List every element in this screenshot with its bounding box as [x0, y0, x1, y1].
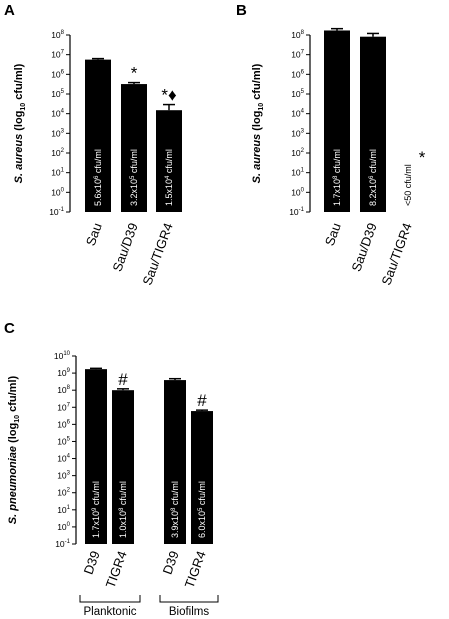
y-tick-label: 101 — [51, 168, 64, 178]
bar — [360, 36, 386, 213]
panel-b: B S. aureus (log10 cfu/ml) 10-1 100 101 102 10… — [236, 2, 426, 287]
y-tick-label: 105 — [57, 436, 70, 446]
group-label: Planktonic — [83, 606, 136, 618]
category-label: Sau/TIGR4 — [139, 221, 175, 287]
bar-value-label: 6.0x105 cfu/ml — [197, 481, 207, 538]
bar-value-label: 3.2x105 cfu/ml — [129, 149, 139, 206]
y-tick-label: 102 — [51, 148, 64, 158]
bar-value-label: 3.9x108 cfu/ml — [170, 481, 180, 538]
significance-marker: * — [131, 64, 138, 83]
bar — [121, 84, 147, 212]
bar-value-label: 1.0x108 cfu/ml — [118, 481, 128, 538]
y-tick-label: 102 — [291, 148, 304, 158]
y-tick-label: 103 — [291, 128, 304, 138]
y-tick-label: 103 — [51, 128, 64, 138]
y-tick-label: 105 — [51, 89, 64, 99]
y-tick-label: 108 — [51, 30, 64, 40]
bar-value-label: 5.6x106 cfu/ml — [93, 149, 103, 206]
panel-letter: A — [4, 2, 15, 19]
y-tick-label: 104 — [291, 109, 304, 119]
y-tick-label: 10-1 — [289, 207, 304, 217]
group-bracket — [159, 595, 219, 603]
significance-marker: # — [197, 391, 207, 410]
y-tick-label: 102 — [57, 488, 70, 498]
bar — [191, 411, 213, 544]
y-tick-label: 107 — [291, 50, 304, 60]
category-label: TIGR4 — [103, 549, 130, 590]
bar-value-label: <50 cfu/ml — [403, 164, 413, 206]
bar-value-label: 8.2x106 cfu/ml — [368, 149, 378, 206]
bar — [112, 390, 134, 544]
y-tick-label: 100 — [291, 187, 304, 197]
category-label: D39 — [160, 549, 182, 577]
y-tick-label: 10-1 — [55, 539, 70, 549]
y-tick-label: 10-1 — [49, 207, 64, 217]
category-label: TIGR4 — [182, 549, 209, 590]
y-tick-label: 100 — [57, 522, 70, 532]
panel-c: C S. pneumoniae (log10 cfu/ml) 10-1 100 101 1… — [4, 320, 219, 618]
category-label: Sau/TIGR4 — [378, 221, 414, 287]
y-axis-label: S. pneumoniae (log10 cfu/ml) — [7, 375, 21, 524]
panel-letter: B — [236, 2, 247, 19]
y-tick-label: 109 — [57, 368, 70, 378]
y-tick-label: 106 — [291, 69, 304, 79]
bar-value-label: 1.5x104 cfu/ml — [164, 149, 174, 206]
significance-marker: *♦ — [161, 86, 177, 105]
bar-value-label: 1.7x109 cfu/ml — [91, 481, 101, 538]
bar — [85, 59, 111, 212]
y-tick-label: 106 — [57, 419, 70, 429]
y-tick-label: 107 — [57, 402, 70, 412]
y-tick-label: 103 — [57, 471, 70, 481]
y-tick-label: 106 — [51, 69, 64, 79]
y-axis-label: S. aureus (log10 cfu/ml) — [251, 63, 265, 183]
category-label: D39 — [81, 549, 103, 577]
y-tick-label: 100 — [51, 187, 64, 197]
category-label: Sau — [322, 221, 344, 248]
group-label: Biofilms — [169, 606, 210, 618]
bar-value-label: 1.7x108 cfu/ml — [332, 149, 342, 206]
bar — [164, 380, 186, 544]
bar — [85, 369, 107, 544]
y-tick-label: 101 — [57, 505, 70, 515]
y-tick-label: 108 — [57, 385, 70, 395]
y-axis-label: S. aureus (log10 cfu/ml) — [13, 63, 27, 183]
significance-marker: * — [419, 148, 426, 167]
category-label: Sau/D39 — [109, 221, 140, 274]
bar — [324, 30, 350, 213]
category-label: Sau/D39 — [348, 221, 379, 274]
y-tick-label: 104 — [51, 109, 64, 119]
y-tick-label: 104 — [57, 454, 70, 464]
category-label: Sau — [83, 221, 105, 248]
panel-a: A S. aureus (log10 cfu/ml) 10-1 100 101 102 10… — [4, 2, 182, 287]
bar — [156, 110, 182, 212]
y-tick-label: 108 — [291, 30, 304, 40]
y-tick-label: 1010 — [54, 351, 71, 361]
panel-letter: C — [4, 320, 15, 337]
y-tick-label: 101 — [291, 168, 304, 178]
y-tick-label: 105 — [291, 89, 304, 99]
group-bracket — [79, 595, 141, 603]
significance-marker: # — [118, 370, 128, 389]
y-tick-label: 107 — [51, 50, 64, 60]
